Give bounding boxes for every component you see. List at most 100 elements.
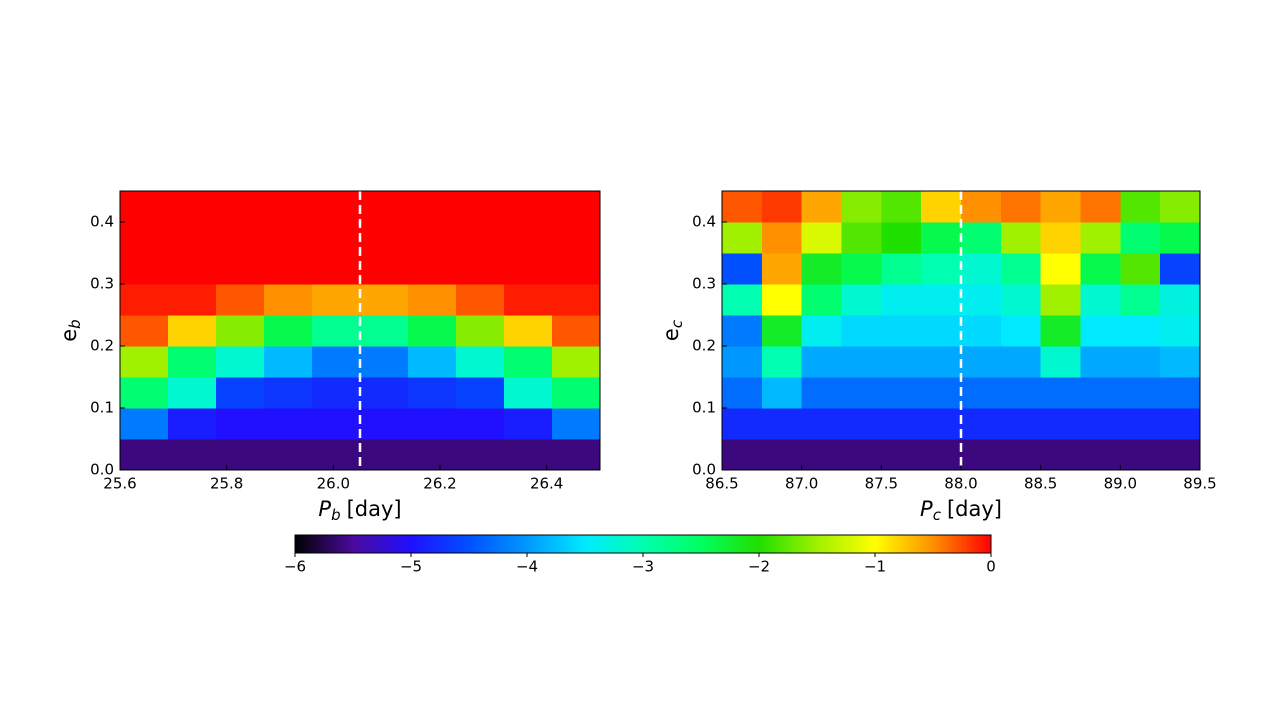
heatmap-cell xyxy=(264,408,313,440)
heatmap-cell xyxy=(801,408,842,440)
x-tick-label: 86.5 xyxy=(705,475,738,493)
heatmap-cell xyxy=(168,222,217,254)
heatmap-cell xyxy=(216,191,265,223)
heatmap-cell xyxy=(722,377,763,409)
heatmap-cell xyxy=(761,315,803,347)
heatmap-cell xyxy=(881,222,922,254)
heatmap-cell xyxy=(881,315,922,347)
heatmap-cell xyxy=(921,284,962,316)
heatmap-cell xyxy=(1120,315,1161,347)
heatmap-cell xyxy=(552,284,601,316)
heatmap-cell xyxy=(504,222,553,254)
heatmap-cell xyxy=(120,191,169,223)
y-axis-label: ec xyxy=(659,319,686,341)
y-label-symbol: e xyxy=(659,328,683,341)
heatmap-cell xyxy=(408,439,457,471)
x-label-unit: [day] xyxy=(947,497,1002,521)
heatmap-cell xyxy=(216,439,265,471)
heatmap-cell xyxy=(801,191,842,223)
heatmap-cell xyxy=(264,315,313,347)
heatmap-cell xyxy=(881,284,922,316)
heatmap-cell xyxy=(312,191,361,223)
heatmap-cell xyxy=(1000,315,1042,347)
heatmap-cell xyxy=(722,439,763,471)
heatmap-cell xyxy=(1080,346,1121,378)
heatmap-cell xyxy=(408,315,457,347)
heatmap-cell xyxy=(1120,284,1161,316)
heatmap-cell xyxy=(841,284,882,316)
heatmap-cell xyxy=(552,439,601,471)
heatmap-cell xyxy=(552,222,601,254)
heatmap-cell xyxy=(456,191,505,223)
y-tick-label: 0.2 xyxy=(692,337,716,355)
x-tick-label: 26.0 xyxy=(317,475,350,493)
heatmap-cell xyxy=(921,439,962,471)
heatmap-cell xyxy=(801,346,842,378)
y-axis-label: eb xyxy=(57,319,84,341)
heatmap-cell xyxy=(1160,439,1201,471)
heatmap xyxy=(722,191,1201,471)
heatmap-cell xyxy=(1080,377,1121,409)
heatmap-cell xyxy=(1160,191,1201,223)
heatmap-cell xyxy=(801,377,842,409)
heatmap-cell xyxy=(1000,346,1042,378)
heatmap-cell xyxy=(408,253,457,285)
colorbar-tick-label: −5 xyxy=(400,558,422,576)
y-tick-label: 0.3 xyxy=(692,275,716,293)
heatmap-cell xyxy=(1000,222,1042,254)
heatmap-cell xyxy=(360,191,409,223)
heatmap-cell xyxy=(264,253,313,285)
heatmap-cell xyxy=(1080,191,1121,223)
colorbar-tick-label: −4 xyxy=(516,558,538,576)
heatmap-cell xyxy=(360,408,409,440)
heatmap-cell xyxy=(312,284,361,316)
x-tick-label: 89.0 xyxy=(1104,475,1137,493)
heatmap-cell xyxy=(921,346,962,378)
heatmap-cell xyxy=(921,253,962,285)
heatmap-cell xyxy=(1080,222,1121,254)
x-label-subscript: c xyxy=(933,506,942,524)
heatmap-cell xyxy=(168,253,217,285)
heatmap-cell xyxy=(168,284,217,316)
heatmap-cell xyxy=(360,346,409,378)
x-axis-label: Pc [day] xyxy=(920,497,1002,524)
heatmap-cell xyxy=(456,253,505,285)
heatmap-cell xyxy=(881,191,922,223)
heatmap-cell xyxy=(120,408,169,440)
x-label-subscript: b xyxy=(331,506,341,524)
heatmap-cell xyxy=(456,222,505,254)
heatmap-cell xyxy=(1160,377,1201,409)
heatmap-cell xyxy=(722,284,763,316)
heatmap-cell xyxy=(216,284,265,316)
colorbar-tick-label: 0 xyxy=(986,558,996,576)
heatmap-cell xyxy=(504,253,553,285)
heatmap-cell xyxy=(264,191,313,223)
heatmap-cell xyxy=(1120,253,1161,285)
y-tick-label: 0.0 xyxy=(692,461,716,479)
heatmap-cell xyxy=(881,439,922,471)
heatmap-cell xyxy=(312,346,361,378)
heatmap-cell xyxy=(1160,315,1201,347)
heatmap-cell xyxy=(552,346,601,378)
heatmap-cell xyxy=(312,222,361,254)
heatmap-cell xyxy=(801,439,842,471)
heatmap-cell xyxy=(841,377,882,409)
heatmap-cell xyxy=(1040,439,1081,471)
heatmap-cell xyxy=(408,377,457,409)
heatmap-cell xyxy=(801,284,842,316)
heatmap-cell xyxy=(881,377,922,409)
heatmap-cell xyxy=(312,377,361,409)
heatmap-cell xyxy=(360,377,409,409)
heatmap-cell xyxy=(264,284,313,316)
heatmap-cell xyxy=(264,222,313,254)
heatmap-cell xyxy=(168,315,217,347)
heatmap-cell xyxy=(961,253,1002,285)
heatmap-cell xyxy=(456,377,505,409)
heatmap-cell xyxy=(961,191,1002,223)
y-tick-label: 0.1 xyxy=(692,399,716,417)
heatmap-cell xyxy=(264,377,313,409)
x-tick-label: 88.5 xyxy=(1024,475,1057,493)
heatmap-cell xyxy=(216,315,265,347)
heatmap-cell xyxy=(921,222,962,254)
